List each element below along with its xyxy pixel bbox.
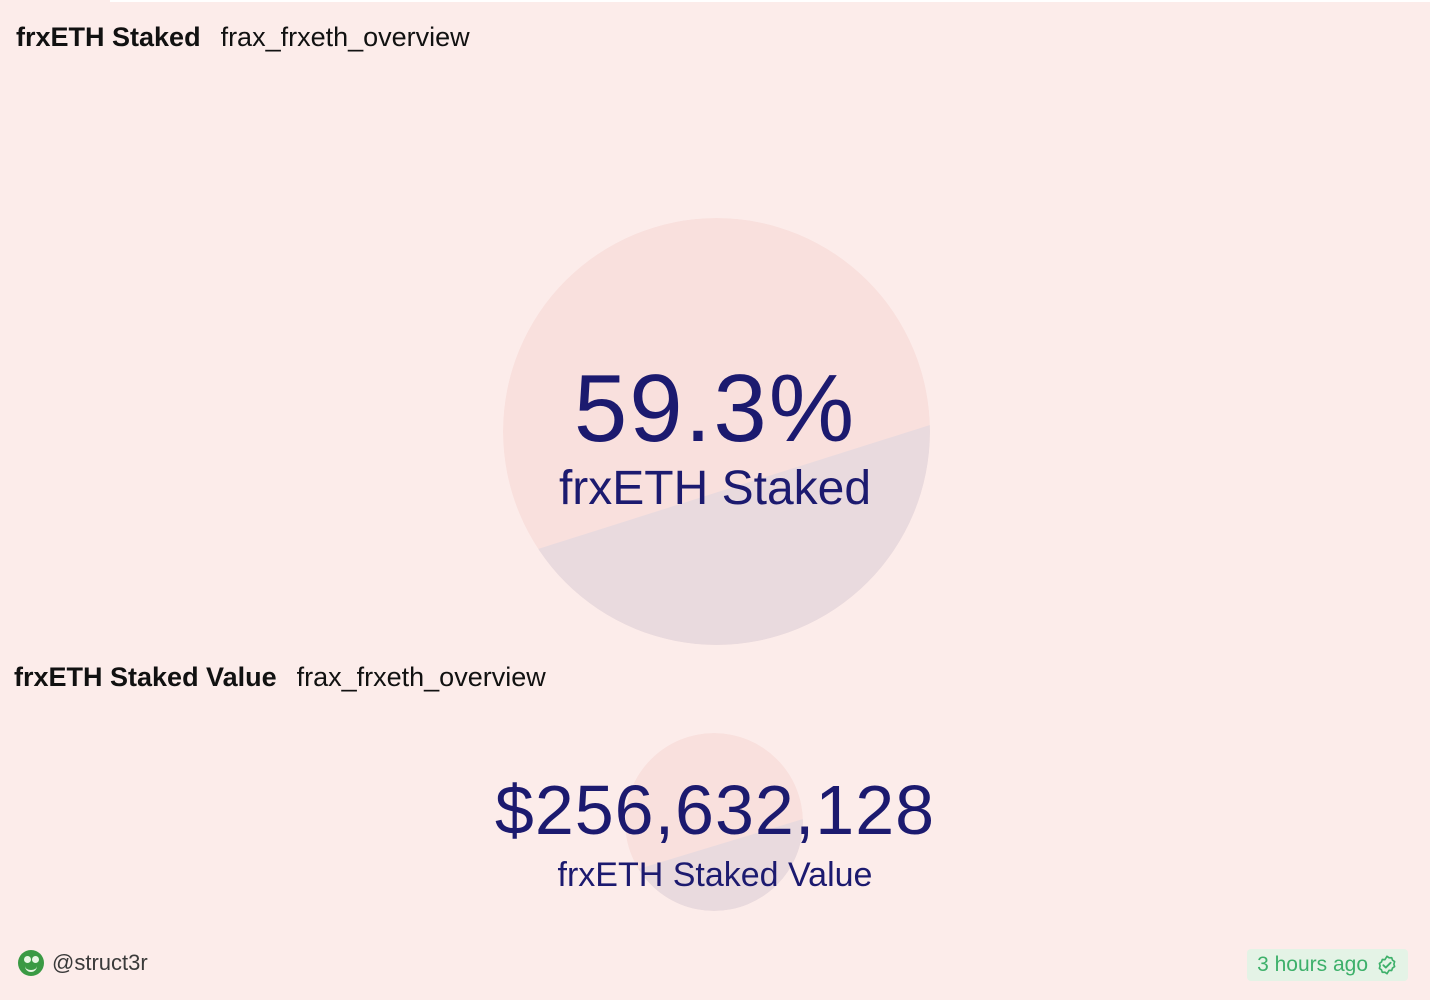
panel-source-query[interactable]: frax_frxeth_overview <box>296 662 546 692</box>
background-circle <box>503 218 930 645</box>
panel-title[interactable]: frxETH Staked Value <box>14 662 277 692</box>
counter-staked-value: $256,632,128 frxETH Staked Value <box>0 770 1430 900</box>
background-circle <box>625 733 803 911</box>
top-divider <box>110 0 1430 2</box>
panel-header-staked-value: frxETH Staked Value frax_frxeth_overview <box>14 662 546 693</box>
counter-value: 59.3% <box>573 355 857 462</box>
author-username[interactable]: @struct3r <box>52 950 148 975</box>
verified-check-icon <box>1378 955 1396 975</box>
updated-time: 3 hours ago <box>1257 953 1368 976</box>
counter-label: frxETH Staked Value <box>557 856 873 894</box>
smiley-avatar-icon <box>18 950 44 976</box>
updated-badge[interactable]: 3 hours ago <box>1247 949 1408 981</box>
panel-header-staked: frxETH Staked frax_frxeth_overview <box>16 22 470 53</box>
panel-title[interactable]: frxETH Staked <box>16 22 201 52</box>
panel-source-query[interactable]: frax_frxeth_overview <box>220 22 470 52</box>
counter-label: frxETH Staked <box>558 462 872 515</box>
author-link[interactable]: @struct3r <box>18 950 148 976</box>
counter-staked-percent: 59.3% frxETH Staked <box>0 355 1430 515</box>
counter-value: $256,632,128 <box>494 771 936 849</box>
